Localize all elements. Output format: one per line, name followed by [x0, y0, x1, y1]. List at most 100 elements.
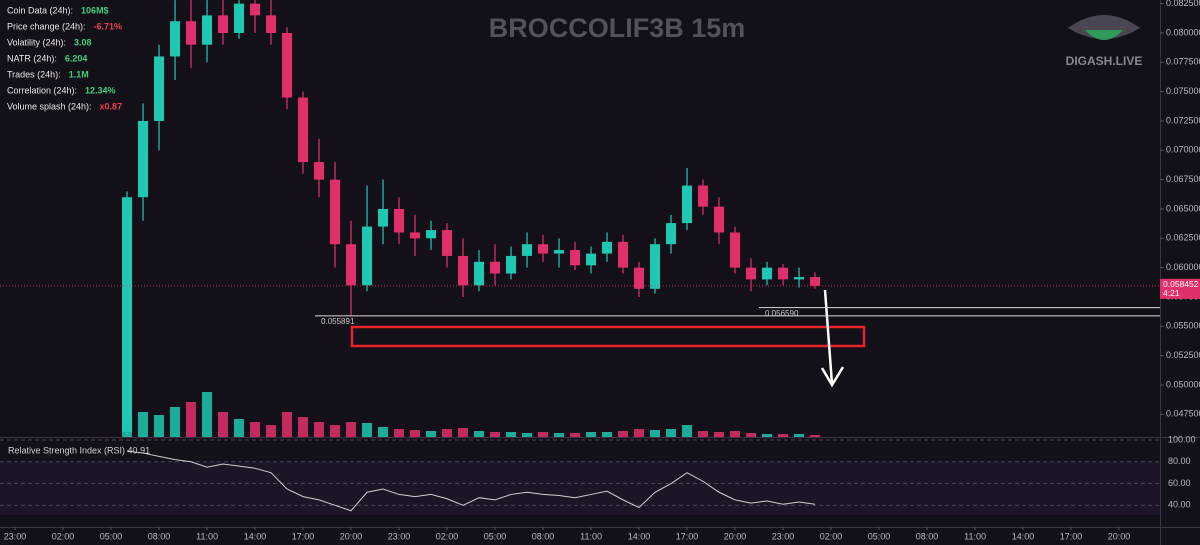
info-value: -6.71% — [94, 21, 123, 31]
volume-bar — [746, 433, 757, 437]
volume-bar — [570, 433, 581, 437]
volume-bar — [650, 430, 661, 437]
y-tick-label: 0.050000 — [1166, 379, 1200, 389]
candle-body — [506, 255, 517, 274]
volume-bar — [330, 425, 341, 437]
y-tick-label: 0.060000 — [1166, 262, 1200, 272]
volume-bar — [602, 432, 613, 437]
info-value: 6.204 — [65, 53, 88, 63]
candle-body — [330, 179, 341, 245]
x-tick-label: 08:00 — [148, 531, 171, 541]
candle-body — [538, 244, 549, 254]
x-tick-label: 23:00 — [388, 531, 411, 541]
volume-bar — [234, 419, 245, 437]
volume-bar — [666, 429, 677, 437]
volume-bar — [138, 412, 149, 437]
x-tick-label: 17:00 — [1060, 531, 1083, 541]
volume-bar — [378, 427, 389, 437]
info-label: Volume splash (24h): — [7, 101, 92, 111]
x-tick-label: 20:00 — [340, 531, 363, 541]
volume-bar — [170, 407, 181, 437]
last-price-label: 0.058452 — [1163, 279, 1199, 289]
volume-bar — [346, 422, 357, 437]
volume-bar — [186, 402, 197, 437]
y-tick-label: 0.055000 — [1166, 321, 1200, 331]
y-tick-label: 0.082500 — [1166, 0, 1200, 8]
volume-bar — [778, 434, 789, 437]
volume-bar — [474, 431, 485, 437]
volume-bar — [698, 431, 709, 437]
rsi-tick-label: 40.00 — [1168, 500, 1191, 510]
x-tick-label: 08:00 — [532, 531, 555, 541]
candle-body — [746, 267, 757, 280]
volume-bar — [506, 432, 517, 437]
x-tick-label: 17:00 — [676, 531, 699, 541]
volume-bar — [522, 433, 533, 437]
candle-body — [122, 197, 133, 432]
volume-bar — [154, 415, 165, 437]
x-tick-label: 20:00 — [724, 531, 747, 541]
candle-body — [522, 244, 533, 256]
volume-bar — [314, 422, 325, 437]
info-label: NATR (24h): — [7, 53, 57, 63]
volume-bar — [730, 431, 741, 437]
candle-body — [794, 277, 805, 280]
candle-body — [426, 230, 437, 239]
x-tick-label: 02:00 — [436, 531, 459, 541]
volume-bar — [426, 431, 437, 437]
candle-body — [410, 232, 421, 239]
candle-body — [202, 15, 213, 45]
volume-bar — [458, 428, 469, 437]
volume-bar — [554, 433, 565, 437]
info-label: Coin Data (24h): — [7, 5, 73, 15]
volume-bar — [282, 412, 293, 437]
candle-body — [138, 120, 149, 198]
candle-body — [314, 162, 325, 180]
volume-bar — [762, 434, 773, 437]
volume-bar — [794, 434, 805, 437]
y-tick-label: 0.070000 — [1166, 145, 1200, 155]
x-tick-label: 08:00 — [916, 531, 939, 541]
volume-bar — [202, 392, 213, 437]
x-tick-label: 23:00 — [4, 531, 27, 541]
info-value: x0.87 — [100, 101, 123, 111]
y-tick-label: 0.080000 — [1166, 27, 1200, 37]
x-tick-label: 20:00 — [1108, 531, 1131, 541]
candle-body — [730, 232, 741, 268]
info-label: Volatility (24h): — [7, 37, 66, 47]
volume-bar — [682, 425, 693, 437]
volume-bar — [266, 425, 277, 437]
volume-bar — [218, 412, 229, 437]
y-tick-label: 0.075000 — [1166, 86, 1200, 96]
info-label: Trades (24h): — [7, 69, 61, 79]
candle-body — [490, 261, 501, 274]
info-label: Correlation (24h): — [7, 85, 77, 95]
y-tick-label: 0.047500 — [1166, 409, 1200, 419]
x-tick-label: 11:00 — [964, 531, 986, 541]
candle-body — [378, 208, 389, 227]
candle-body — [170, 21, 181, 57]
x-tick-label: 14:00 — [628, 531, 651, 541]
candle-body — [698, 185, 709, 207]
info-value: 12.34% — [85, 85, 116, 95]
candle-body — [810, 277, 821, 286]
candle-body — [234, 3, 245, 33]
y-tick-label: 0.052500 — [1166, 350, 1200, 360]
x-tick-label: 05:00 — [868, 531, 891, 541]
candle-body — [570, 250, 581, 266]
y-tick-label: 0.067500 — [1166, 174, 1200, 184]
volume-bar — [250, 422, 261, 437]
rsi-tick-label: 60.00 — [1168, 478, 1191, 488]
volume-bar — [586, 432, 597, 437]
candle-body — [586, 253, 597, 266]
x-tick-label: 14:00 — [244, 531, 267, 541]
candle-body — [218, 15, 229, 33]
candle-body — [762, 267, 773, 280]
volume-bar — [410, 430, 421, 437]
volume-bar — [618, 431, 629, 437]
volume-bar — [538, 432, 549, 437]
candle-body — [346, 244, 357, 286]
volume-bar — [714, 432, 725, 437]
candle-body — [602, 241, 613, 254]
x-tick-label: 11:00 — [580, 531, 602, 541]
